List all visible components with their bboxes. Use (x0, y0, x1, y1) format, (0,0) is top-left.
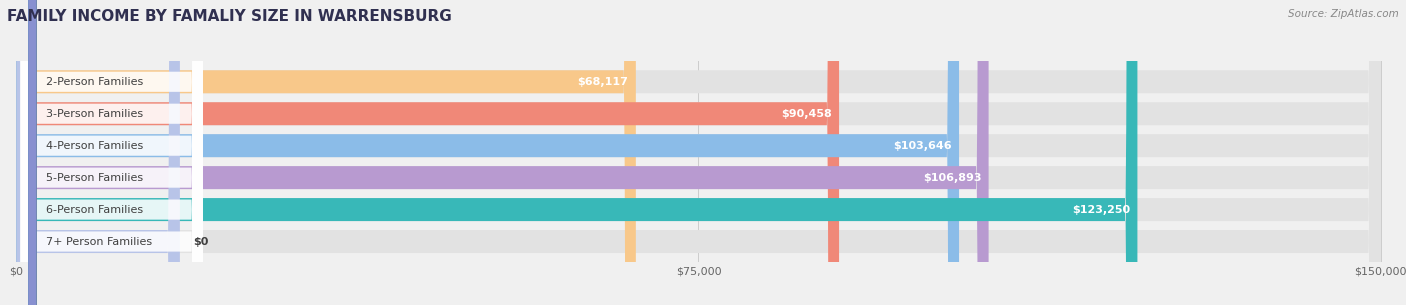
FancyBboxPatch shape (15, 0, 1381, 305)
Text: $90,458: $90,458 (782, 109, 832, 119)
Text: 2-Person Families: 2-Person Families (46, 77, 143, 87)
FancyBboxPatch shape (21, 0, 202, 305)
Text: 6-Person Families: 6-Person Families (46, 205, 143, 215)
Text: $68,117: $68,117 (578, 77, 628, 87)
FancyBboxPatch shape (15, 0, 839, 305)
Circle shape (30, 0, 35, 305)
Text: FAMILY INCOME BY FAMALIY SIZE IN WARRENSBURG: FAMILY INCOME BY FAMALIY SIZE IN WARRENS… (7, 9, 451, 24)
Circle shape (30, 0, 35, 305)
FancyBboxPatch shape (21, 0, 202, 305)
Text: $103,646: $103,646 (893, 141, 952, 151)
FancyBboxPatch shape (15, 0, 636, 305)
FancyBboxPatch shape (15, 0, 959, 305)
Text: 3-Person Families: 3-Person Families (46, 109, 143, 119)
FancyBboxPatch shape (15, 0, 1381, 305)
FancyBboxPatch shape (15, 0, 1381, 305)
Text: $123,250: $123,250 (1071, 205, 1130, 215)
FancyBboxPatch shape (15, 0, 180, 305)
Text: $0: $0 (194, 237, 209, 246)
FancyBboxPatch shape (15, 0, 988, 305)
Text: $106,893: $106,893 (922, 173, 981, 183)
Text: 5-Person Families: 5-Person Families (46, 173, 143, 183)
Text: Source: ZipAtlas.com: Source: ZipAtlas.com (1288, 9, 1399, 19)
FancyBboxPatch shape (21, 0, 202, 305)
FancyBboxPatch shape (15, 0, 1137, 305)
FancyBboxPatch shape (15, 0, 1381, 305)
FancyBboxPatch shape (15, 0, 1381, 305)
Circle shape (30, 0, 35, 305)
FancyBboxPatch shape (15, 0, 1381, 305)
FancyBboxPatch shape (21, 0, 202, 305)
Text: 7+ Person Families: 7+ Person Families (46, 237, 152, 246)
Circle shape (30, 0, 35, 305)
FancyBboxPatch shape (21, 0, 202, 305)
FancyBboxPatch shape (21, 0, 202, 305)
Text: 4-Person Families: 4-Person Families (46, 141, 143, 151)
Circle shape (30, 0, 35, 305)
Circle shape (30, 0, 35, 305)
